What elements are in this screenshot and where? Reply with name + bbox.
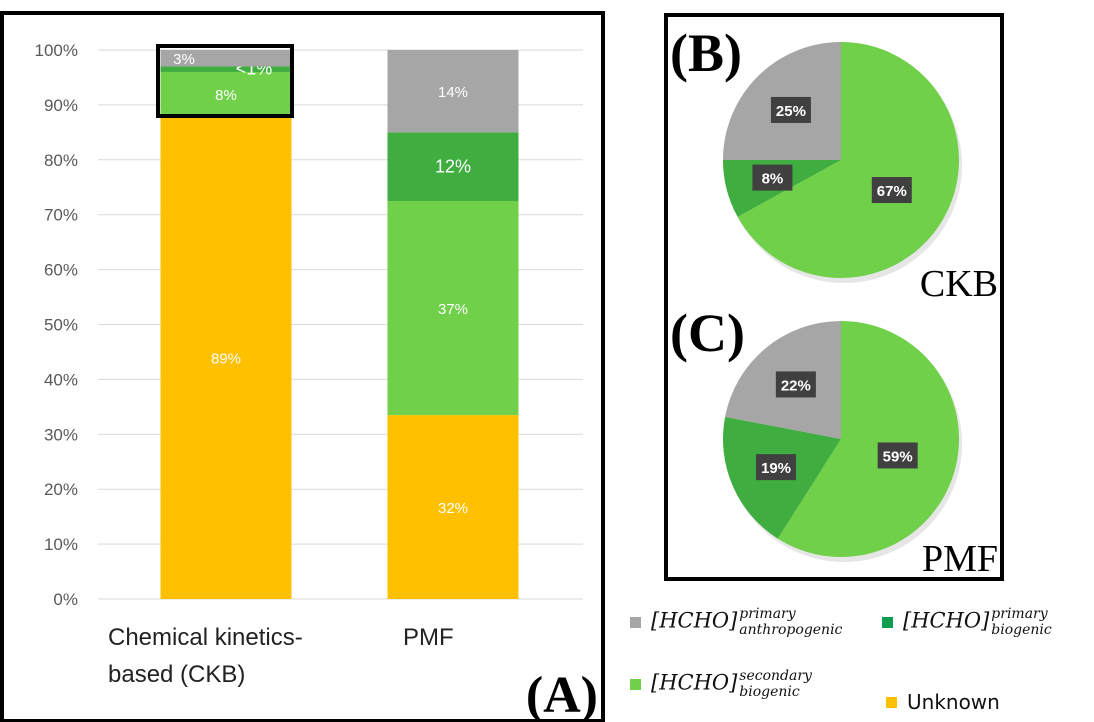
pie-label-box <box>770 96 811 123</box>
pie-chart-pmf: 59% 19% 22% <box>723 321 962 562</box>
y-tick-label: 10% <box>44 535 78 554</box>
pie-charts-panel: 67% 8% 25% (B) CKB 59% 19% 22% (C) PMF <box>664 13 1004 581</box>
pie-chart-ckb: 67% 8% 25% <box>723 42 962 283</box>
pie-caption: CKB <box>920 263 998 305</box>
bar-segment-primary_anthro <box>160 50 292 67</box>
legend-base: [HCHO] <box>651 670 738 695</box>
data-label: 8% <box>215 87 237 104</box>
y-tick-label: 30% <box>44 425 78 444</box>
data-label: 32% <box>438 500 468 517</box>
x-category-label: PMF <box>403 624 454 651</box>
pie-slice-secondary <box>737 42 959 278</box>
pie-label-box <box>871 177 912 204</box>
legend-item-unknown: Unknown <box>886 690 1000 714</box>
legend-swatch <box>630 616 641 628</box>
bar-segment-secondary <box>160 71 292 116</box>
pie-data-label: 59% <box>883 448 913 465</box>
bar-segment-primary_biogenic <box>160 66 292 72</box>
data-label: 3% <box>173 51 195 68</box>
y-tick-label: 70% <box>44 206 78 225</box>
legend-swatch <box>886 696 897 708</box>
pie-label-box <box>756 454 797 481</box>
x-category-label: Chemical kinetics- <box>108 624 303 651</box>
legend-sub: anthropogenic <box>739 622 843 638</box>
pie-data-label: 8% <box>762 171 784 188</box>
panel-label-a: (A) <box>526 667 598 722</box>
data-label: 37% <box>438 301 468 318</box>
bar-segment-primary_biogenic <box>387 132 519 201</box>
bar-segment-secondary <box>387 200 519 416</box>
panel-a-frame <box>0 11 605 722</box>
pie-data-label: 25% <box>776 103 806 120</box>
pie-label-box <box>775 371 816 398</box>
highlight-box <box>156 44 294 118</box>
y-tick-label: 0% <box>53 590 78 609</box>
legend-item-secondary-biogenic: [HCHO] secondary biogenic <box>630 668 812 700</box>
legend-base: [HCHO] <box>903 608 990 633</box>
y-tick-label: 100% <box>35 41 78 60</box>
data-label: 89% <box>211 350 241 367</box>
legend: [HCHO] primary anthropogenic [HCHO] primary… <box>624 596 1094 722</box>
legend-sup: primary <box>739 606 796 622</box>
legend-label: Unknown <box>907 690 1000 714</box>
pie-caption: PMF <box>922 538 998 580</box>
panel-label-c: (C) <box>670 303 745 363</box>
legend-sub: biogenic <box>739 684 800 700</box>
legend-sub: biogenic <box>991 622 1052 638</box>
bar-segment-unknown <box>387 415 519 599</box>
legend-swatch <box>882 616 893 628</box>
x-category-label: based (CKB) <box>108 661 245 688</box>
panel-bc-frame <box>664 13 1004 581</box>
pie-label-box <box>877 442 918 469</box>
legend-sup: primary <box>991 606 1048 622</box>
data-label: 14% <box>438 84 468 101</box>
y-tick-label: 60% <box>44 261 78 280</box>
panel-label-b: (B) <box>670 23 742 83</box>
pie-label-box <box>752 164 793 191</box>
bar-segment-unknown <box>160 115 292 599</box>
y-tick-label: 50% <box>44 316 78 335</box>
legend-swatch <box>630 678 641 690</box>
pie-data-label: 19% <box>761 460 791 477</box>
legend-base: [HCHO] <box>651 608 738 633</box>
bar-chart-panel: 0%10%20%30%40%50%60%70%80%90%100%89%8%<1… <box>0 11 605 722</box>
y-tick-label: 90% <box>44 96 78 115</box>
y-tick-label: 40% <box>44 370 78 389</box>
pie-slice-secondary <box>777 321 959 557</box>
y-tick-label: 20% <box>44 480 78 499</box>
bar-segment-primary_anthro <box>387 50 519 133</box>
y-tick-label: 80% <box>44 151 78 170</box>
legend-item-primary-anthropogenic: [HCHO] primary anthropogenic <box>630 606 842 638</box>
pie-data-label: 67% <box>877 183 907 200</box>
legend-sup: secondary <box>739 668 812 684</box>
data-label: 12% <box>435 157 471 177</box>
pie-data-label: 22% <box>781 377 811 394</box>
legend-item-primary-biogenic: [HCHO] primary biogenic <box>882 606 1052 638</box>
